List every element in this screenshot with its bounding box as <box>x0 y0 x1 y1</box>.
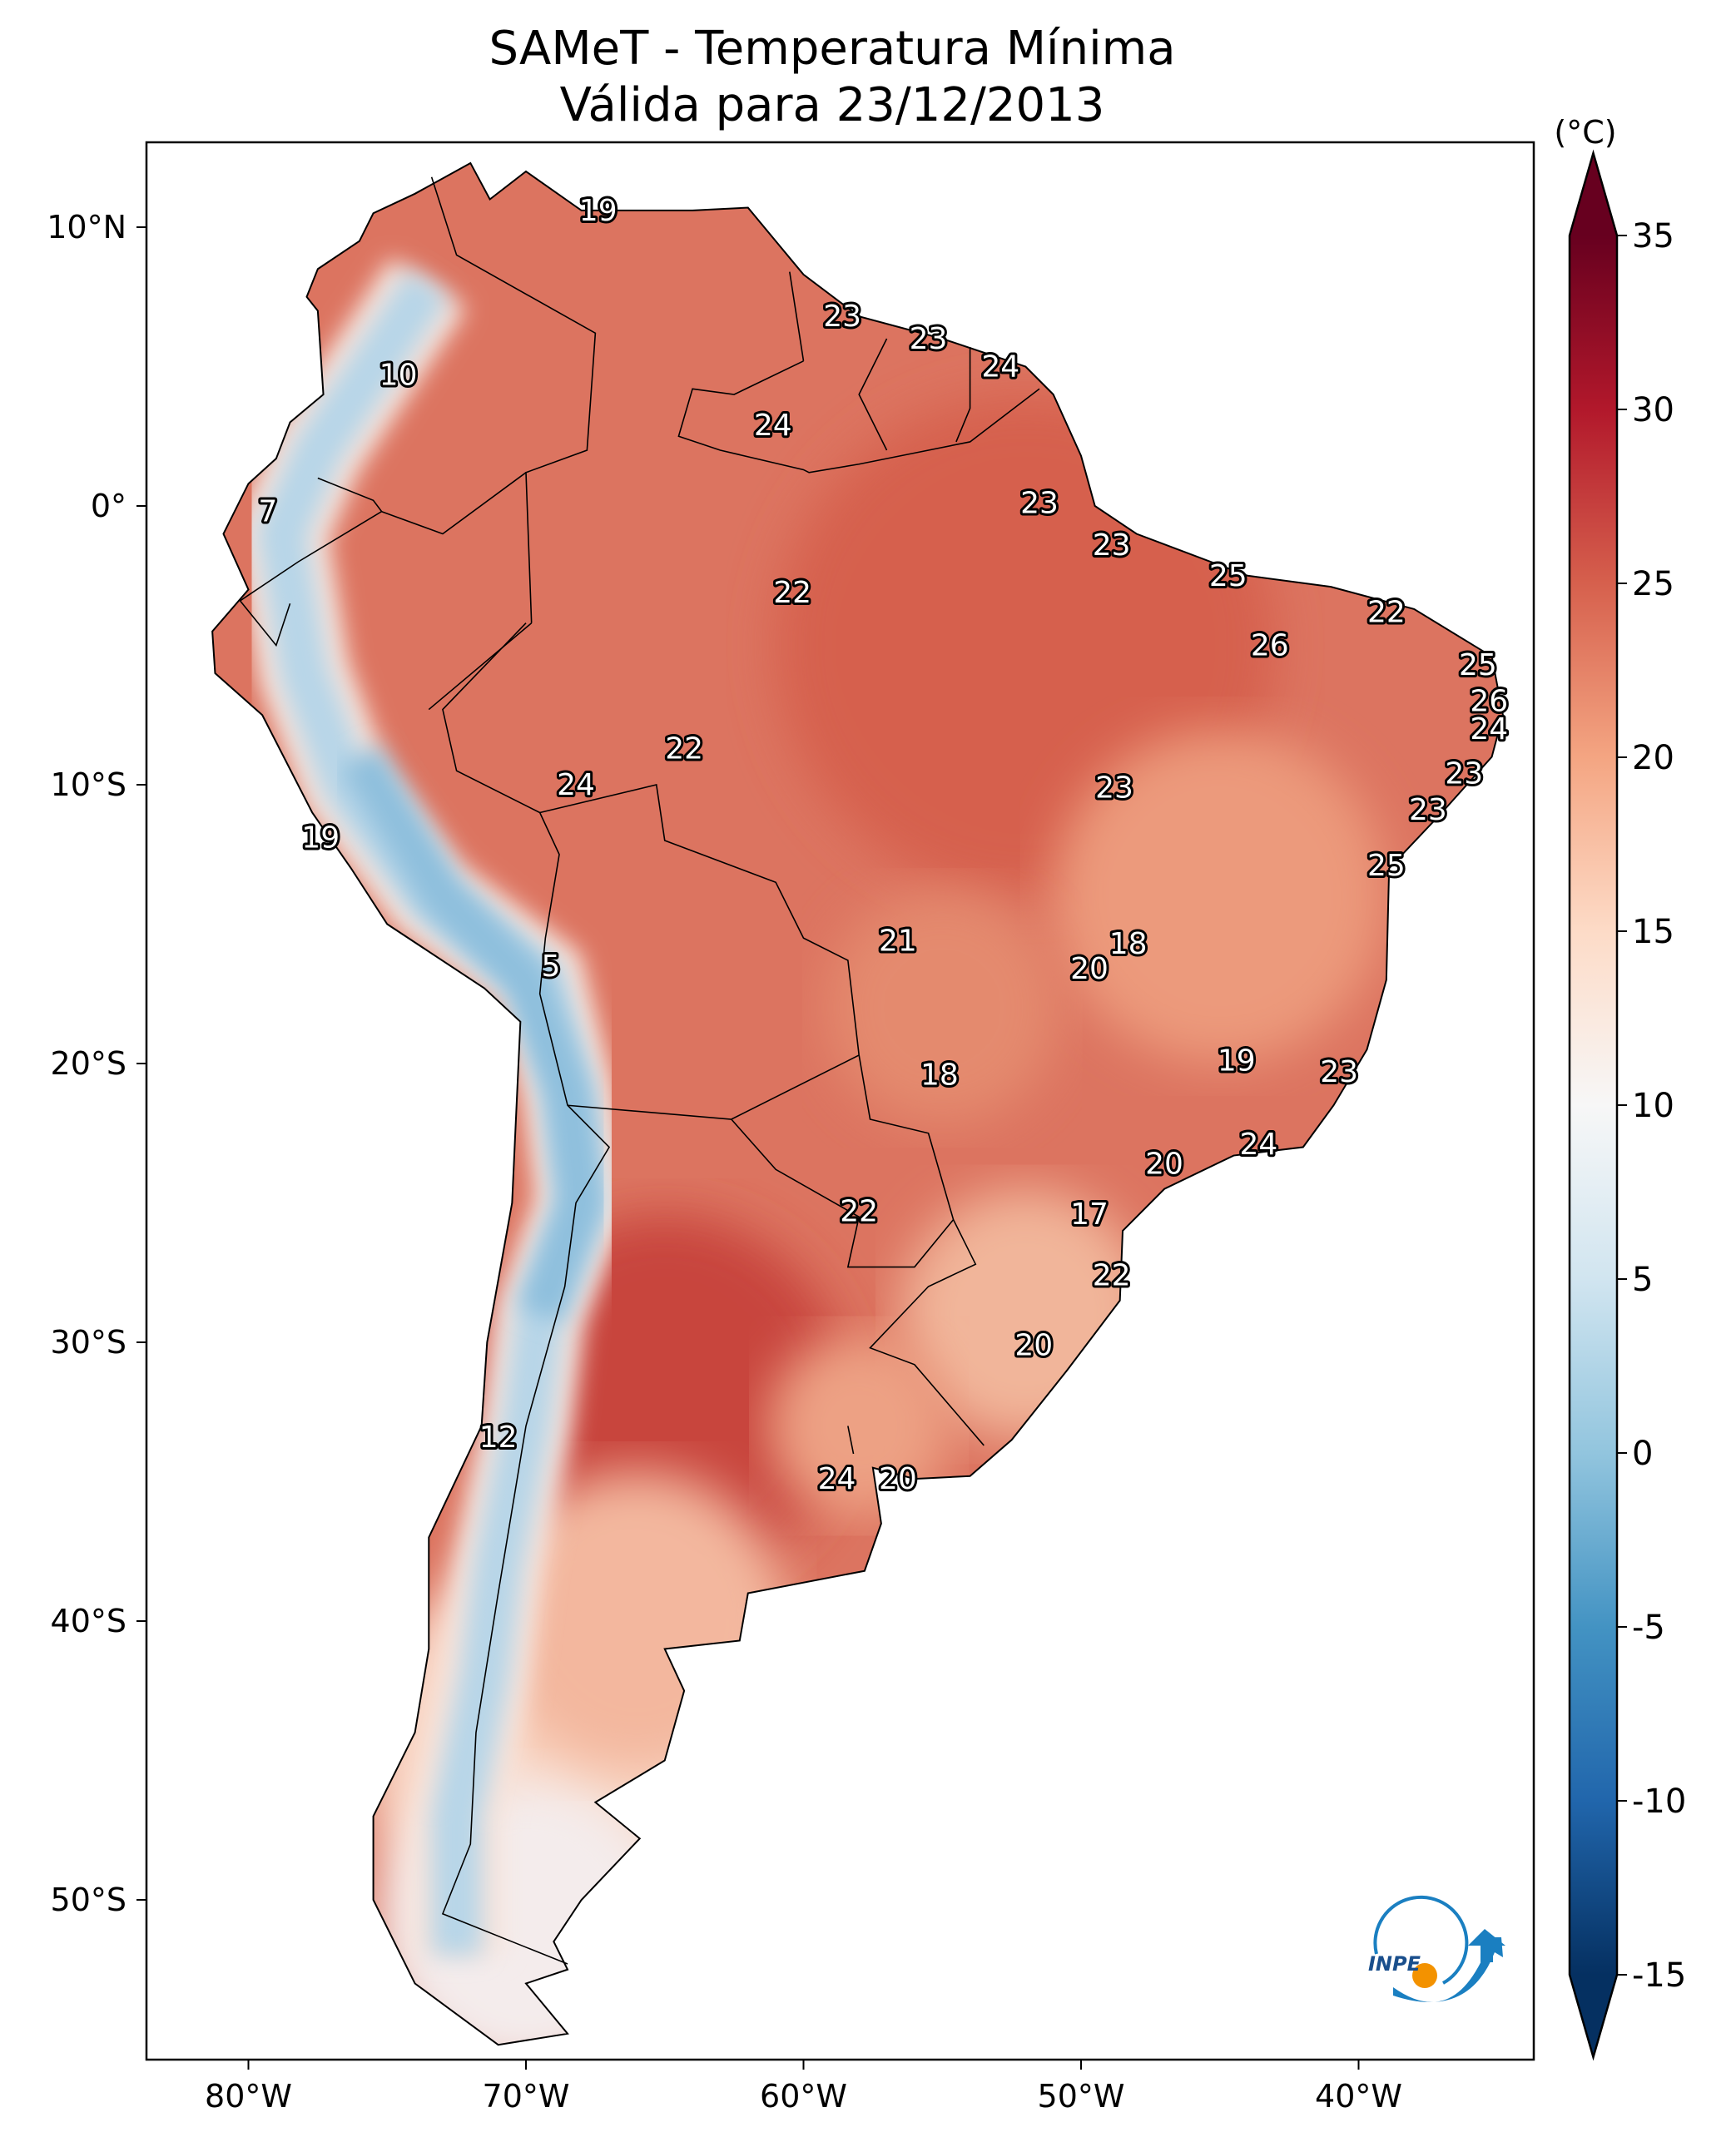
station-label: 19 <box>301 821 340 855</box>
station-label: 23 <box>910 322 948 356</box>
station-label: 25 <box>1367 849 1406 883</box>
lon-tick-label: 70°W <box>483 2078 570 2115</box>
colorbar-tick-label: -10 <box>1632 1783 1686 1821</box>
station-label: 24 <box>754 409 792 443</box>
station-label: 23 <box>1093 528 1131 563</box>
station-label: 20 <box>1145 1148 1183 1182</box>
colorbar: 35 30 25 20 15 10 5 0 -5 -10 -15 <box>1568 149 1686 2061</box>
lat-tick-label: 10°S <box>51 766 126 803</box>
border-line <box>239 600 291 647</box>
inpe-logo: INPE <box>1368 1895 1505 2003</box>
station-label: 24 <box>557 768 595 802</box>
lat-tick-label: 30°S <box>51 1324 126 1361</box>
colorbar-tick-label: 10 <box>1632 1087 1674 1125</box>
station-label: 18 <box>920 1058 959 1092</box>
border-line <box>428 622 533 711</box>
station-label: 21 <box>879 925 917 959</box>
lat-tick-label: 50°S <box>51 1882 126 1918</box>
station-label: 23 <box>823 300 861 334</box>
station-label: 20 <box>879 1462 917 1496</box>
station-label: 24 <box>981 350 1019 384</box>
colorbar-tick-label: 25 <box>1632 565 1674 603</box>
lat-tick-label: 10°N <box>47 209 126 245</box>
station-label: 22 <box>1367 595 1406 629</box>
lon-tick-label: 50°W <box>1038 2078 1125 2115</box>
station-label: 23 <box>1445 757 1483 791</box>
station-label: 20 <box>1014 1328 1053 1362</box>
border-line <box>955 347 971 443</box>
station-label: 25 <box>1209 559 1247 593</box>
station-label: 23 <box>1095 771 1133 805</box>
station-label: 22 <box>840 1195 878 1229</box>
border-line <box>677 360 1040 474</box>
colorbar-tick-label: -5 <box>1632 1609 1665 1647</box>
station-label: 23 <box>1320 1055 1358 1089</box>
lon-tick-label: 40°W <box>1315 2078 1402 2115</box>
station-label: 7 <box>258 495 277 529</box>
station-label: 12 <box>479 1421 518 1455</box>
longitude-axis: 80°W 70°W 60°W 50°W 40°W <box>205 2060 1402 2115</box>
station-label: 25 <box>1459 648 1497 682</box>
plot-frame <box>145 141 1535 2061</box>
station-label: 26 <box>1251 629 1289 663</box>
border-line <box>567 1054 860 1120</box>
border-line <box>381 472 527 535</box>
map-title-line2: Válida para 23/12/2013 <box>559 78 1105 132</box>
lon-tick-label: 60°W <box>760 2078 847 2115</box>
border-line <box>731 1118 955 1268</box>
colorbar-extend-max <box>1570 153 1617 236</box>
station-label: 22 <box>1093 1259 1131 1293</box>
border-line <box>539 784 985 1446</box>
colorbar-tick-label: -15 <box>1632 1956 1686 1995</box>
station-label: 19 <box>579 194 618 228</box>
border-line <box>441 622 611 1965</box>
border-line <box>789 271 805 361</box>
colorbar-tick-label: 15 <box>1632 913 1674 951</box>
station-label: 19 <box>1218 1044 1256 1078</box>
logo-arrow-icon <box>1468 1929 1505 1962</box>
colorbar-tick-label: 0 <box>1632 1435 1653 1473</box>
border-line <box>430 176 597 623</box>
station-label: 24 <box>1470 712 1508 746</box>
colorbar-gradient <box>1570 236 1617 1975</box>
station-label: 22 <box>665 731 703 766</box>
lat-tick-label: 40°S <box>51 1603 126 1639</box>
station-label: 10 <box>379 359 418 393</box>
colorbar-tick-label: 35 <box>1632 217 1674 255</box>
station-label: 24 <box>1240 1128 1278 1162</box>
latitude-axis: 10°N 0° 10°S 20°S 30°S 40°S 50°S <box>47 209 146 1918</box>
station-label: 18 <box>1109 927 1148 961</box>
map-title-line1: SAMeT - Temperatura Mínima <box>489 22 1176 76</box>
station-label: 5 <box>542 950 561 984</box>
station-label: 26 <box>1470 685 1508 719</box>
border-line <box>858 338 888 451</box>
station-label: 23 <box>1409 793 1447 827</box>
station-label: 22 <box>773 576 811 610</box>
colorbar-tick-label: 30 <box>1632 391 1674 429</box>
station-label: 23 <box>1020 487 1059 521</box>
svg-text:INPE: INPE <box>1368 1952 1421 1976</box>
lat-tick-label: 0° <box>91 488 126 524</box>
lon-tick-label: 80°W <box>205 2078 292 2115</box>
lat-tick-label: 20°S <box>51 1045 126 1082</box>
colorbar-unit-label: (°C) <box>1554 114 1616 151</box>
colorbar-extend-min <box>1570 1975 1617 2057</box>
station-label: 20 <box>1070 952 1109 986</box>
station-label: 17 <box>1070 1197 1109 1232</box>
colorbar-tick-label: 5 <box>1632 1261 1653 1299</box>
colorbar-tick-label: 20 <box>1632 739 1674 777</box>
border-line <box>847 1426 855 1455</box>
station-label: 24 <box>818 1462 856 1496</box>
country-borders <box>239 176 1040 1965</box>
